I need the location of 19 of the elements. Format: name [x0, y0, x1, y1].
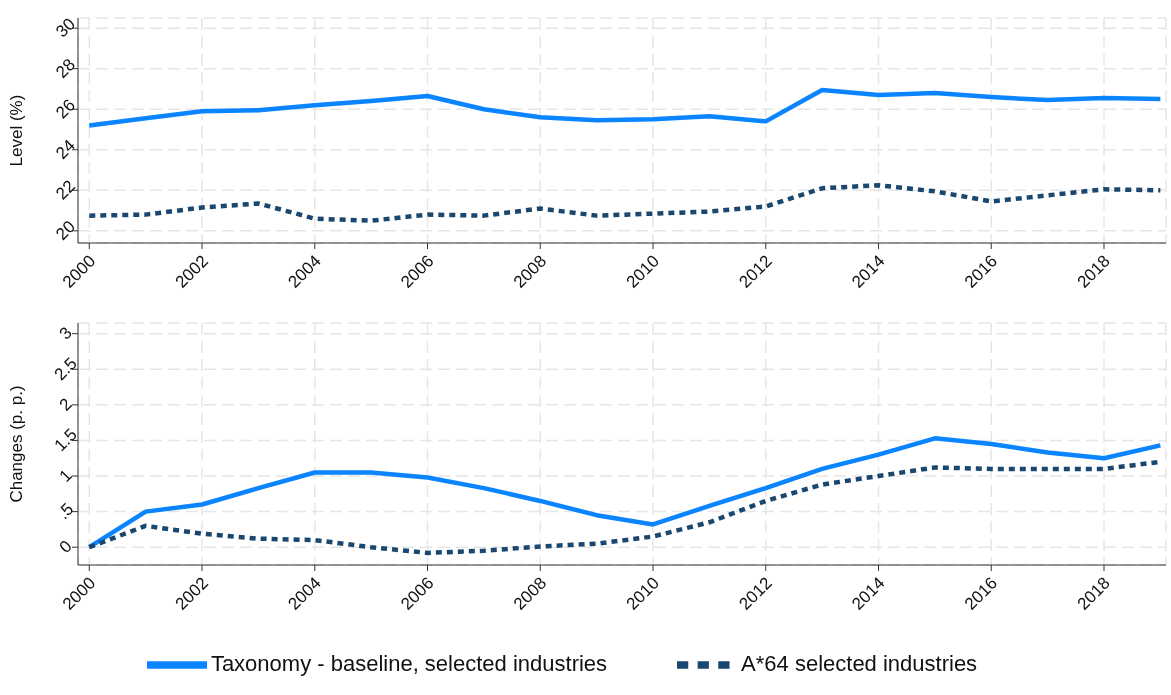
y-tick-label: 20	[52, 217, 80, 244]
y-tick-label: .5	[53, 499, 78, 523]
y-axis-title: Level (%)	[7, 94, 27, 167]
y-tick-label: 24	[52, 136, 80, 163]
y-tick-label: 22	[52, 176, 80, 204]
y-tick-label: 0	[55, 536, 76, 557]
y-tick-label: 2.5	[50, 353, 81, 384]
y-tick-label: 3	[55, 323, 76, 344]
legend-label: A*64 selected industries	[741, 650, 978, 676]
y-tick-label: 1.5	[50, 425, 81, 456]
y-tick-label: 1	[55, 465, 76, 486]
y-tick-label: 28	[52, 54, 80, 82]
line-series	[87, 87, 1163, 128]
y-tick-label: 2	[55, 394, 76, 415]
y-tick-label: 26	[52, 95, 80, 123]
y-tick-label: 30	[52, 14, 80, 42]
y-axis-title: Changes (p. p.)	[7, 385, 27, 503]
legend-label: Taxonomy - baseline, selected industries	[210, 650, 608, 676]
line-series	[87, 182, 1163, 223]
